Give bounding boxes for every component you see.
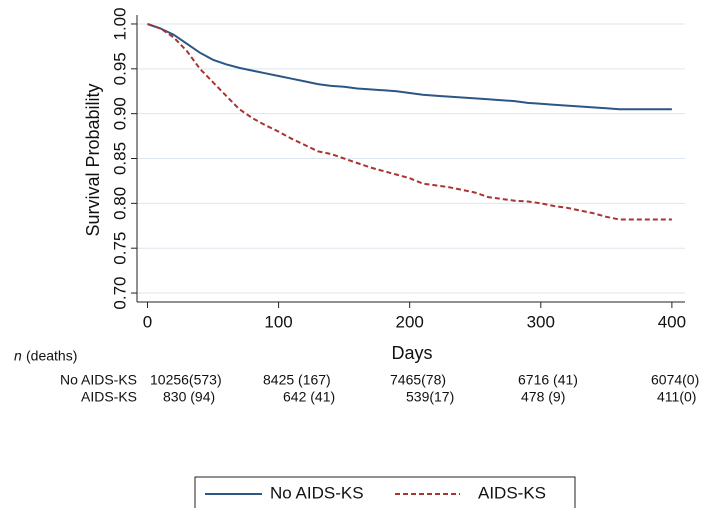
y-tick-label: 0.80 <box>110 187 129 220</box>
y-tick-label: 0.95 <box>110 52 129 85</box>
risk-cell: 478 (9) <box>521 389 565 405</box>
risk-cell: 7465(78) <box>390 372 446 388</box>
risk-cell: 10256(573) <box>150 372 222 388</box>
x-tick-label: 400 <box>658 312 686 331</box>
legend-label: No AIDS-KS <box>270 483 364 502</box>
x-tick-label: 200 <box>396 312 424 331</box>
risk-header: (deaths) <box>26 348 77 364</box>
risk-cell: 411(0) <box>657 389 696 405</box>
risk-cell: 642 (41) <box>283 389 335 405</box>
risk-row-label: No AIDS-KS <box>60 372 137 388</box>
risk-cell: 6716 (41) <box>518 372 578 388</box>
x-tick-label: 0 <box>143 312 152 331</box>
survival-curve <box>147 23 672 221</box>
survival-curve <box>147 23 672 111</box>
y-tick-label: 0.90 <box>110 97 129 130</box>
y-tick-label: 0.75 <box>110 232 129 265</box>
y-axis-title: Survival Probability <box>83 83 103 236</box>
y-tick-label: 1.00 <box>110 7 129 40</box>
y-tick-label: 0.85 <box>110 142 129 175</box>
x-tick-label: 300 <box>527 312 555 331</box>
y-tick-label: 0.70 <box>110 276 129 309</box>
x-axis-title: Days <box>391 343 432 363</box>
legend-label: AIDS-KS <box>478 483 546 502</box>
risk-cell: 6074(0) <box>651 372 699 388</box>
risk-cell: 830 (94) <box>163 389 215 405</box>
x-tick-label: 100 <box>264 312 292 331</box>
legend-box <box>194 476 576 508</box>
risk-header-n: n <box>14 348 22 364</box>
risk-row-label: AIDS-KS <box>81 389 137 405</box>
risk-cell: 539(17) <box>406 389 454 405</box>
risk-cell: 8425 (167) <box>263 372 331 388</box>
